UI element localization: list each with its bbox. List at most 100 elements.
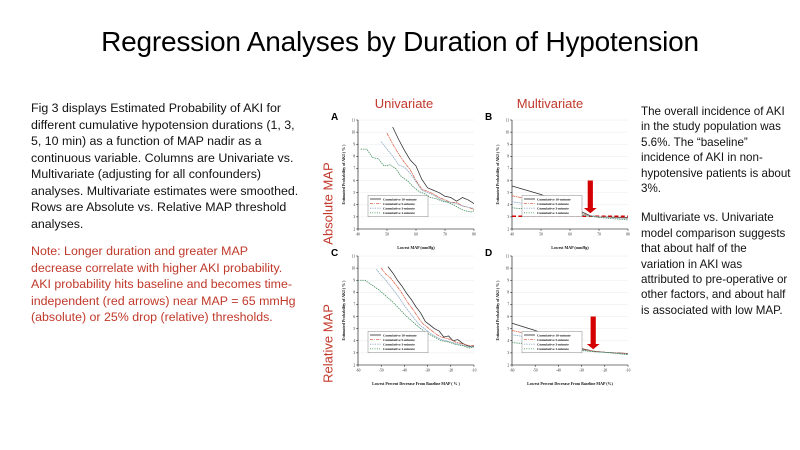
right-paragraph-model-comparison: Multivariate vs. Univariate model compar… — [641, 211, 788, 317]
chart-panel-a: A 2 3 4 5 6 7 8 9 10 11 40 50 60 70 80 Lowest MAP (mmHg… — [328, 112, 480, 255]
panel-letter-c: C — [331, 248, 339, 259]
svg-text:50: 50 — [385, 233, 389, 237]
svg-text:Cumulative 3-minute: Cumulative 3-minute — [537, 343, 569, 347]
svg-text:11: 11 — [352, 118, 356, 122]
svg-text:6: 6 — [353, 315, 355, 319]
column-header-univariate: Univariate — [374, 96, 434, 111]
panel-d-svg: 2 3 4 5 6 7 8 9 10 11 -60 -50 -40 -30 -20 -10 Lowest Per… — [495, 254, 631, 386]
svg-text:11: 11 — [506, 254, 510, 258]
svg-text:10: 10 — [352, 266, 356, 270]
svg-text:5: 5 — [353, 191, 355, 195]
panel-letter-d: D — [485, 248, 493, 259]
svg-text:10: 10 — [506, 130, 510, 134]
svg-text:-20: -20 — [448, 369, 453, 373]
chart-panel-b: B 2 3 4 5 6 7 8 9 10 11 40 50 60 70 80 Lowest MAP (mmHg… — [482, 112, 634, 255]
svg-text:-60: -60 — [356, 369, 361, 373]
svg-text:4: 4 — [507, 339, 509, 343]
svg-text:Estimated Probability of AKI (: Estimated Probability of AKI ( % ) — [341, 144, 346, 205]
svg-text:Cumulative 10-minute: Cumulative 10-minute — [537, 333, 571, 337]
svg-text:Cumulative 1-minute: Cumulative 1-minute — [537, 347, 569, 351]
svg-text:4: 4 — [353, 339, 355, 343]
svg-text:Cumulative 3-minute: Cumulative 3-minute — [383, 207, 415, 211]
svg-text:2: 2 — [507, 227, 509, 231]
svg-text:Cumulative 10-minute: Cumulative 10-minute — [383, 333, 417, 337]
panel-c-svg: 2 3 4 5 6 7 8 9 10 11 -60 -50 -40 -30 -20 -10 Lowest Per… — [341, 254, 477, 386]
panel-letter-b: B — [485, 112, 493, 123]
figure-3: Univariate Multivariate Absolute MAP Rel… — [318, 96, 634, 441]
svg-text:6: 6 — [507, 315, 509, 319]
svg-text:7: 7 — [507, 303, 509, 307]
svg-text:11: 11 — [506, 118, 510, 122]
svg-text:-50: -50 — [379, 369, 384, 373]
svg-text:10: 10 — [352, 130, 356, 134]
svg-text:4: 4 — [353, 203, 355, 207]
svg-text:9: 9 — [507, 143, 509, 147]
svg-text:3: 3 — [507, 215, 509, 219]
svg-text:80: 80 — [626, 233, 630, 237]
svg-text:-30: -30 — [425, 369, 430, 373]
right-text-column: The overall incidence of AKI in the stud… — [641, 104, 793, 318]
svg-text:11: 11 — [352, 254, 356, 258]
svg-text:-40: -40 — [402, 369, 407, 373]
svg-text:Cumulative 5-minute: Cumulative 5-minute — [537, 338, 569, 342]
svg-text:Cumulative 1-minute: Cumulative 1-minute — [383, 347, 415, 351]
svg-text:40: 40 — [356, 233, 360, 237]
svg-text:9: 9 — [353, 279, 355, 283]
svg-text:5: 5 — [507, 191, 509, 195]
svg-text:3: 3 — [353, 215, 355, 219]
svg-text:2: 2 — [353, 227, 355, 231]
svg-text:Estimated Probability of AKI (: Estimated Probability of AKI ( % ) — [495, 144, 500, 205]
svg-text:Lowest MAP (mmHg): Lowest MAP (mmHg) — [397, 245, 435, 250]
svg-text:6: 6 — [353, 179, 355, 183]
column-header-multivariate: Multivariate — [516, 96, 584, 111]
svg-text:3: 3 — [353, 351, 355, 355]
left-paragraph-description: Fig 3 displays Estimated Probability of … — [31, 101, 299, 231]
chart-panel-d: D 2 3 4 5 6 7 8 9 10 11 -60 -50 -40 -30 -20 -10 Lowest P… — [482, 248, 634, 391]
svg-text:Cumulative 10-minute: Cumulative 10-minute — [383, 197, 417, 201]
chart-panel-c: C 2 3 4 5 6 7 8 9 10 11 -60 -50 -40 -30 -20 -10 Lowest P… — [328, 248, 480, 391]
svg-text:Cumulative 5-minute: Cumulative 5-minute — [383, 202, 415, 206]
right-paragraph-incidence: The overall incidence of AKI in the stud… — [641, 105, 791, 196]
svg-text:3: 3 — [507, 351, 509, 355]
svg-text:2: 2 — [507, 363, 509, 367]
svg-text:Lowest Percent Decrease From B: Lowest Percent Decrease From Baseline MA… — [372, 381, 460, 386]
svg-text:40: 40 — [510, 233, 514, 237]
svg-text:8: 8 — [353, 155, 355, 159]
svg-text:Cumulative 1-minute: Cumulative 1-minute — [383, 211, 415, 215]
svg-text:50: 50 — [539, 233, 543, 237]
svg-text:Cumulative 5-minute: Cumulative 5-minute — [537, 202, 569, 206]
svg-text:9: 9 — [507, 279, 509, 283]
svg-text:70: 70 — [597, 233, 601, 237]
svg-text:Cumulative 3-minute: Cumulative 3-minute — [537, 207, 569, 211]
svg-text:7: 7 — [507, 167, 509, 171]
svg-text:5: 5 — [353, 327, 355, 331]
svg-text:-10: -10 — [626, 369, 631, 373]
svg-text:Cumulative 10-minute: Cumulative 10-minute — [537, 197, 571, 201]
left-text-column: Fig 3 displays Estimated Probability of … — [31, 100, 299, 326]
svg-text:Estimated Probability of AKI (: Estimated Probability of AKI ( % ) — [495, 280, 500, 341]
svg-text:60: 60 — [568, 233, 572, 237]
svg-text:-40: -40 — [556, 369, 561, 373]
svg-text:Lowest Percent Decrease From B: Lowest Percent Decrease From Baseline MA… — [527, 381, 613, 386]
svg-text:-10: -10 — [472, 369, 477, 373]
svg-text:Cumulative 5-minute: Cumulative 5-minute — [383, 338, 415, 342]
svg-text:4: 4 — [507, 203, 509, 207]
svg-text:Lowest MAP (mmHg): Lowest MAP (mmHg) — [551, 245, 589, 250]
svg-text:6: 6 — [507, 179, 509, 183]
panel-b-svg: 2 3 4 5 6 7 8 9 10 11 40 50 60 70 80 Lowest MAP (mmHg) E… — [495, 118, 630, 250]
svg-text:-20: -20 — [602, 369, 607, 373]
svg-text:10: 10 — [506, 266, 510, 270]
svg-text:8: 8 — [507, 291, 509, 295]
svg-text:8: 8 — [353, 291, 355, 295]
svg-text:7: 7 — [353, 167, 355, 171]
svg-text:-50: -50 — [533, 369, 538, 373]
svg-text:-60: -60 — [510, 369, 515, 373]
svg-text:5: 5 — [507, 327, 509, 331]
svg-text:2: 2 — [353, 363, 355, 367]
panel-a-svg: 2 3 4 5 6 7 8 9 10 11 40 50 60 70 80 Lowest MAP (mmHg) E… — [341, 118, 476, 250]
panel-letter-a: A — [331, 112, 339, 123]
svg-text:9: 9 — [353, 143, 355, 147]
svg-text:Estimated Probability of AKI (: Estimated Probability of AKI ( % ) — [341, 280, 346, 341]
svg-text:Cumulative 1-minute: Cumulative 1-minute — [537, 211, 569, 215]
